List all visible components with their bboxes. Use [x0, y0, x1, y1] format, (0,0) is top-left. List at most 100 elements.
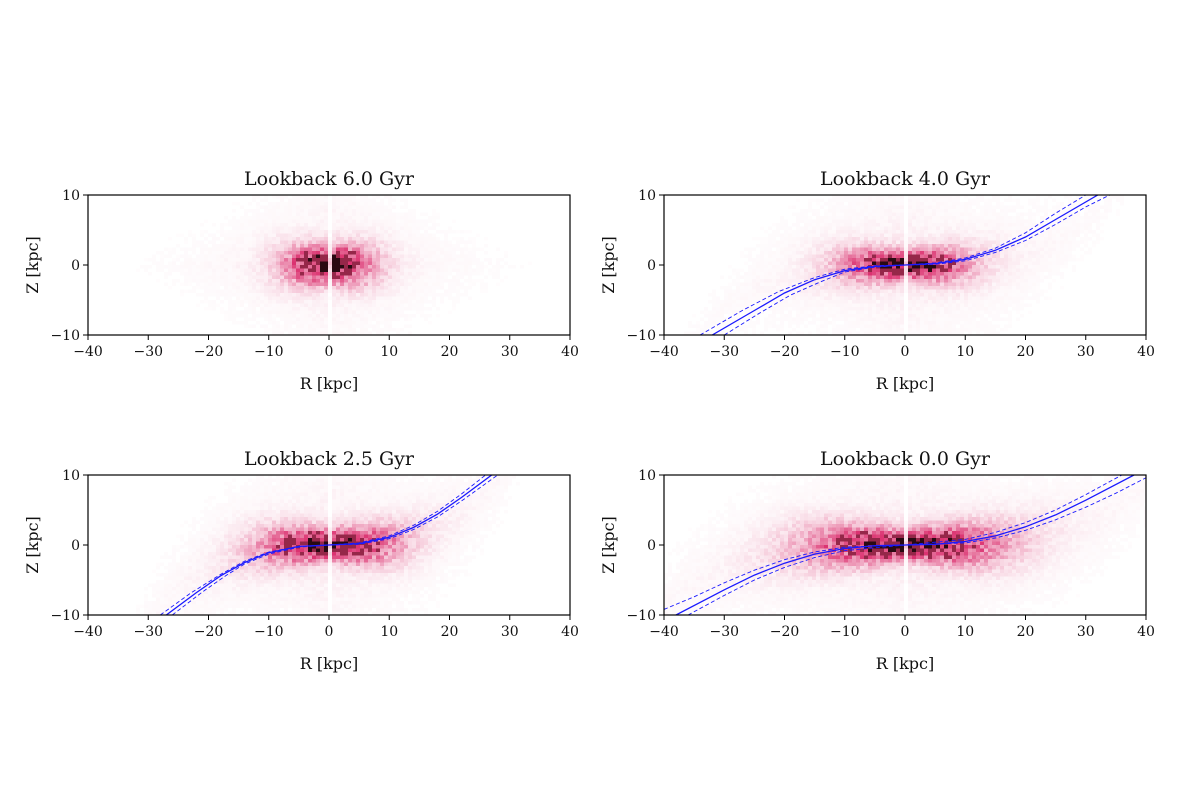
density-cell	[388, 265, 392, 269]
density-cell	[328, 290, 332, 294]
density-cell	[372, 318, 376, 322]
density-cell	[816, 234, 820, 238]
density-cell	[332, 282, 336, 286]
density-cell	[284, 265, 288, 269]
density-cell	[1028, 258, 1032, 262]
density-cell	[1072, 265, 1076, 269]
density-cell	[984, 289, 988, 293]
density-cell	[328, 272, 332, 276]
density-cell	[756, 244, 760, 248]
density-cell	[400, 300, 404, 304]
density-cell	[396, 261, 400, 265]
density-cell	[908, 279, 912, 283]
density-cell	[868, 216, 872, 220]
density-cell	[1048, 297, 1052, 301]
density-cell	[980, 286, 984, 290]
density-cell	[260, 220, 264, 224]
density-cell	[1076, 223, 1080, 227]
density-cell	[432, 304, 436, 308]
density-cell	[452, 251, 456, 255]
density-cell	[360, 321, 364, 325]
density-cell	[916, 289, 920, 293]
density-cell	[232, 241, 236, 245]
density-cell	[1092, 209, 1096, 213]
density-cell	[876, 286, 880, 290]
density-cell	[800, 307, 804, 311]
density-cell	[1092, 244, 1096, 248]
density-cell	[780, 234, 784, 238]
density-cell	[960, 304, 964, 308]
density-cell	[940, 223, 944, 227]
density-cell	[920, 311, 924, 315]
density-cell	[356, 296, 360, 300]
density-cell	[320, 199, 324, 203]
density-cell	[820, 251, 824, 255]
density-cell	[920, 307, 924, 311]
density-cell	[996, 223, 1000, 227]
density-cell	[268, 318, 272, 322]
density-cell	[784, 272, 788, 276]
density-cell	[1048, 251, 1052, 255]
density-cell	[948, 300, 952, 304]
density-cell	[468, 286, 472, 290]
x-tick-label: 0	[325, 344, 334, 360]
density-cell	[368, 251, 372, 255]
density-cell	[920, 300, 924, 304]
density-cell	[196, 265, 200, 269]
density-cell	[748, 272, 752, 276]
density-cell	[828, 251, 832, 255]
density-cell	[296, 279, 300, 283]
density-cell	[208, 304, 212, 308]
density-cell	[744, 262, 748, 266]
density-cell	[272, 233, 276, 237]
density-cell	[412, 251, 416, 255]
density-cell	[760, 262, 764, 266]
density-cell	[996, 226, 1000, 230]
density-cell	[296, 247, 300, 251]
density-cell	[308, 314, 312, 318]
density-cell	[404, 237, 408, 241]
density-cell	[744, 255, 748, 259]
density-cell	[292, 209, 296, 213]
density-cell	[248, 272, 252, 276]
density-cell	[916, 279, 920, 283]
density-cell	[328, 261, 332, 265]
density-cell	[288, 318, 292, 322]
density-cell	[892, 282, 896, 286]
density-cell	[808, 206, 812, 210]
density-cell	[936, 230, 940, 234]
density-cell	[884, 202, 888, 206]
density-cell	[424, 314, 428, 318]
density-cell	[872, 261, 876, 265]
density-cell	[408, 220, 412, 224]
density-cell	[968, 293, 972, 297]
density-cell	[1104, 216, 1108, 220]
density-cell	[312, 247, 316, 251]
density-cell	[296, 244, 300, 248]
density-cell	[336, 321, 340, 325]
density-cell	[420, 248, 424, 252]
density-cell	[412, 307, 416, 311]
density-cell	[1016, 202, 1020, 206]
density-cell	[1044, 220, 1048, 224]
density-cell	[996, 272, 1000, 276]
density-cell	[860, 289, 864, 293]
density-cell	[448, 227, 452, 231]
density-cell	[872, 254, 876, 258]
density-cell	[408, 247, 412, 251]
density-cell	[968, 261, 972, 265]
density-cell	[936, 258, 940, 262]
density-cell	[332, 226, 336, 230]
density-cell	[260, 261, 264, 265]
density-cell	[448, 279, 452, 283]
density-cell	[848, 223, 852, 227]
density-cell	[972, 268, 976, 272]
density-cell	[992, 286, 996, 290]
density-cell	[396, 282, 400, 286]
density-cell	[1064, 265, 1068, 269]
density-cell	[180, 283, 184, 287]
density-cell	[760, 290, 764, 294]
density-cell	[380, 258, 384, 262]
density-cell	[448, 258, 452, 262]
density-cell	[344, 310, 348, 314]
